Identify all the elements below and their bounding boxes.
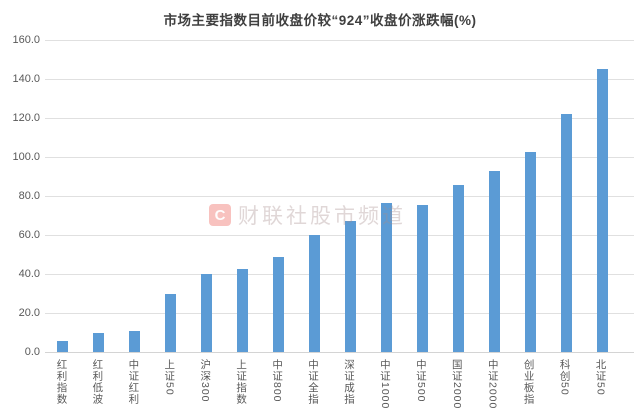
x-tick-label: 中证全指 bbox=[307, 359, 320, 405]
y-tick-label: 100.0 bbox=[12, 151, 40, 163]
x-tick-label: 中证红利 bbox=[127, 359, 140, 405]
gridline bbox=[45, 40, 634, 41]
y-tick-label: 60.0 bbox=[18, 229, 40, 241]
bar bbox=[488, 170, 500, 352]
bar bbox=[93, 332, 105, 352]
x-tick-label: 中证800 bbox=[271, 359, 284, 403]
x-axis-line bbox=[45, 352, 634, 353]
y-tick-label: 160.0 bbox=[12, 34, 40, 46]
x-tick-label: 沪深300 bbox=[199, 359, 212, 403]
y-tick-label: 20.0 bbox=[18, 307, 40, 319]
bar bbox=[309, 235, 321, 352]
x-tick-label: 国证2000 bbox=[450, 359, 463, 410]
bar bbox=[380, 202, 392, 352]
x-tick-label: 中证1000 bbox=[378, 359, 391, 410]
y-tick-label: 40.0 bbox=[18, 268, 40, 280]
gridline bbox=[45, 313, 634, 314]
gridline bbox=[45, 274, 634, 275]
x-tick-label: 红利指数 bbox=[55, 359, 68, 405]
y-tick-label: 80.0 bbox=[18, 190, 40, 202]
bar bbox=[273, 257, 285, 352]
bar bbox=[452, 185, 464, 352]
x-tick-label: 北证50 bbox=[594, 359, 607, 396]
gridline bbox=[45, 157, 634, 158]
x-tick-label: 中证2000 bbox=[486, 359, 499, 410]
bar bbox=[596, 69, 608, 352]
bar bbox=[524, 152, 536, 352]
y-tick-label: 120.0 bbox=[12, 112, 40, 124]
x-tick-label: 科创50 bbox=[558, 359, 571, 396]
y-tick-label: 0.0 bbox=[24, 346, 40, 358]
x-tick-label: 中证500 bbox=[414, 359, 427, 403]
x-tick-label: 上证指数 bbox=[235, 359, 248, 405]
gridline bbox=[45, 118, 634, 119]
x-tick-label: 深证成指 bbox=[342, 359, 355, 405]
bar bbox=[57, 341, 69, 352]
bar bbox=[344, 221, 356, 352]
gridline bbox=[45, 79, 634, 80]
x-tick-label: 红利低波 bbox=[91, 359, 104, 405]
bar bbox=[129, 330, 141, 352]
bar bbox=[201, 274, 213, 352]
x-tick-label: 上证50 bbox=[163, 359, 176, 396]
bar bbox=[165, 293, 177, 352]
watermark: C 财联社股市频道 bbox=[209, 200, 406, 230]
gridline bbox=[45, 235, 634, 236]
bar bbox=[416, 204, 428, 352]
bar bbox=[560, 114, 572, 352]
gridline bbox=[45, 196, 634, 197]
x-tick-label: 创业板指 bbox=[522, 359, 535, 405]
bar bbox=[237, 269, 249, 352]
y-tick-label: 140.0 bbox=[12, 73, 40, 85]
cailianshe-logo-icon: C bbox=[209, 204, 231, 226]
chart-title: 市场主要指数目前收盘价较“924”收盘价涨跌幅(%) bbox=[163, 13, 477, 28]
